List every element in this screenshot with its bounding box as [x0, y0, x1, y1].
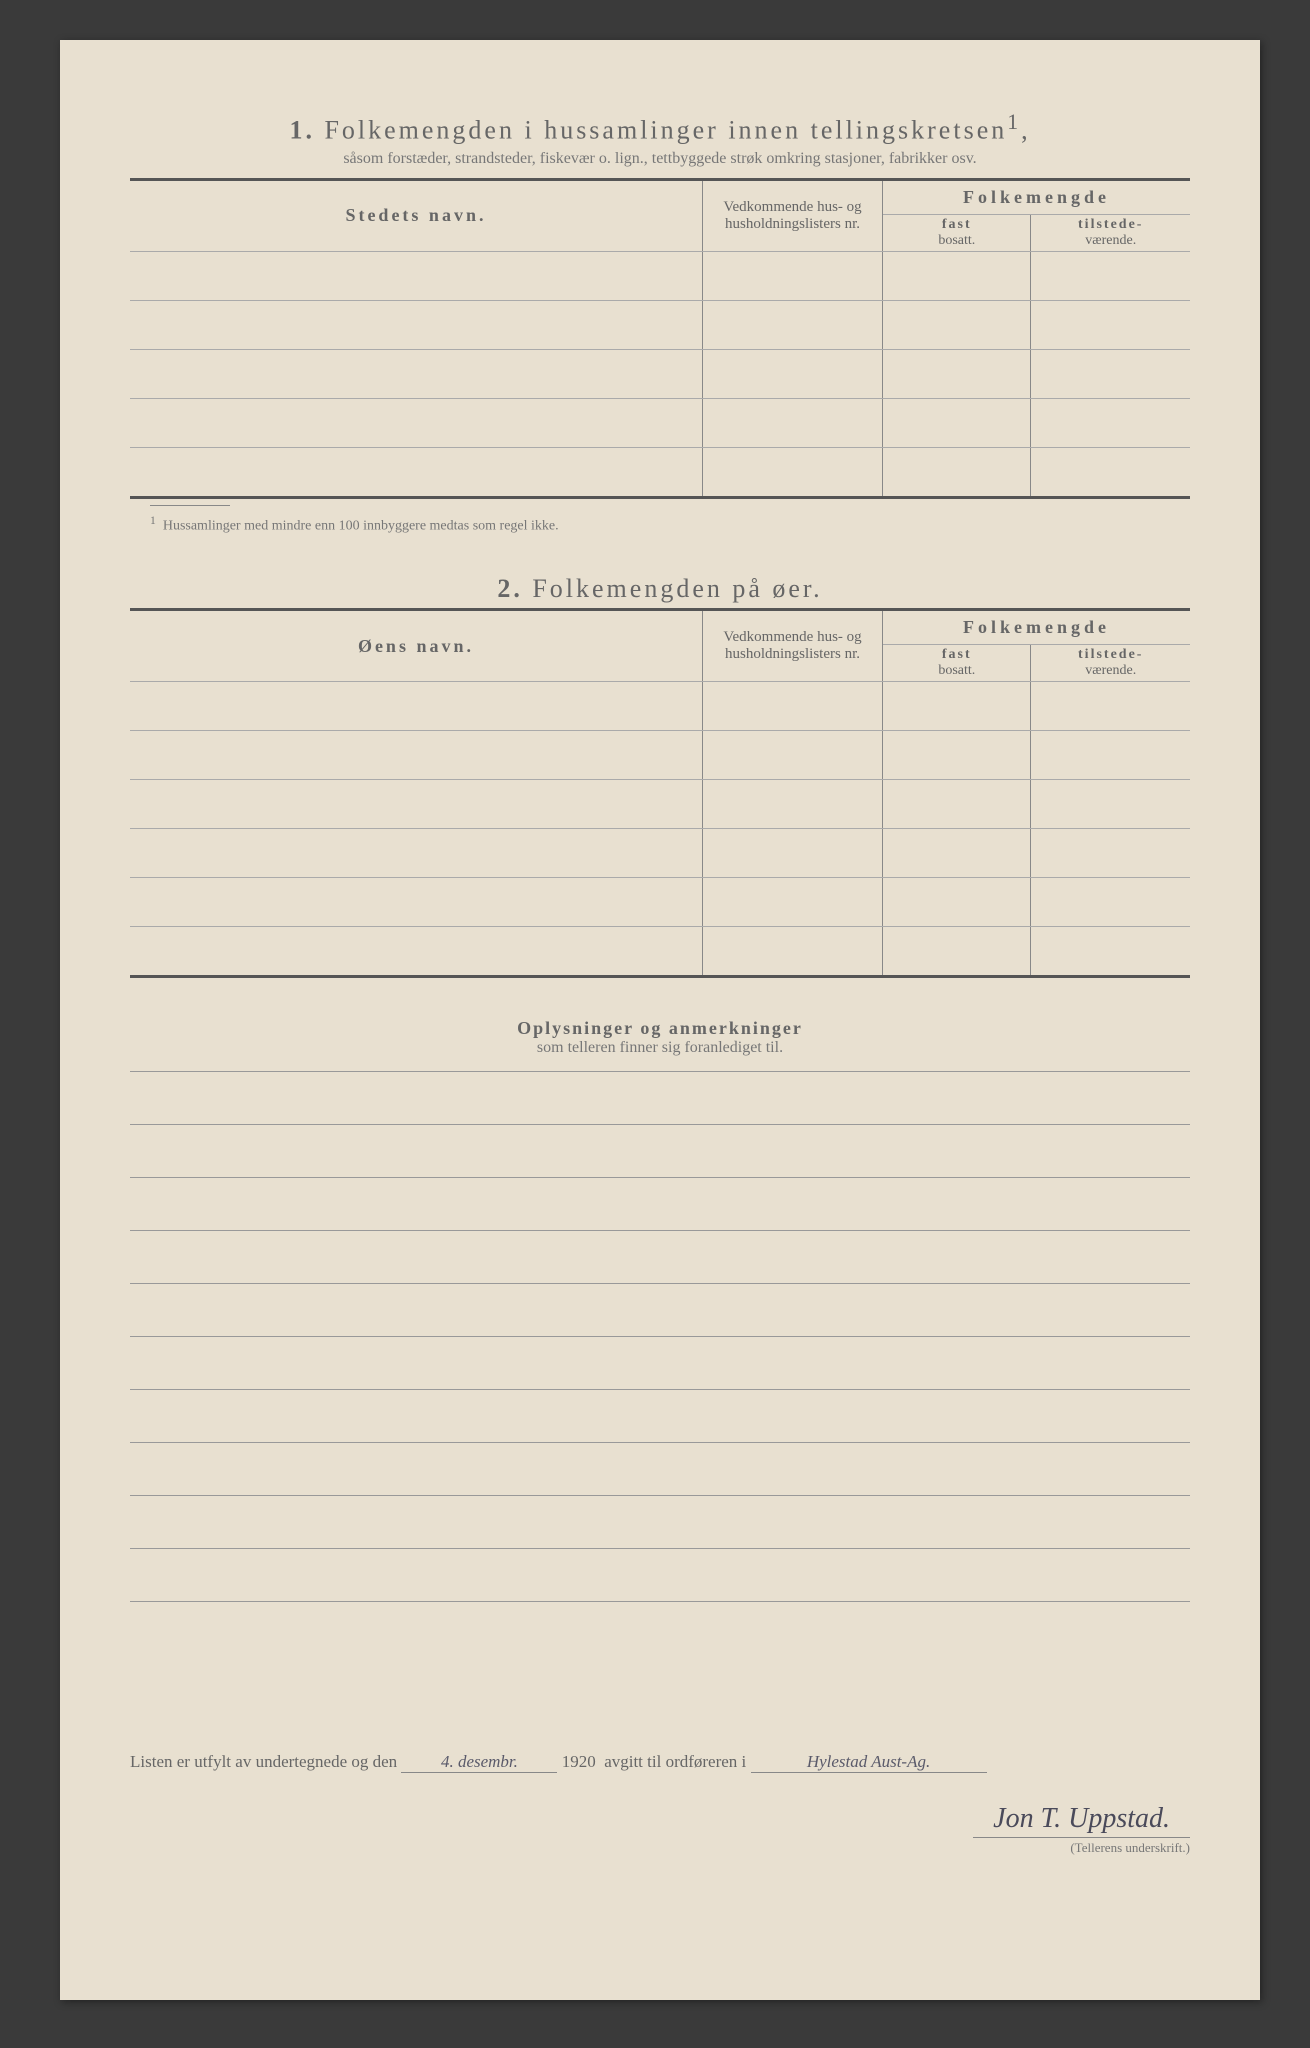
signature-area: Jon T. Uppstad. (Tellerens underskrift.) [130, 1803, 1190, 1856]
section1-sup: 1 [1007, 110, 1021, 134]
section2-col-fast: fastbosatt. [883, 645, 1031, 682]
note-line [130, 1125, 1190, 1178]
notes-lines [130, 1071, 1190, 1602]
note-line [130, 1072, 1190, 1125]
footnote-rule [150, 505, 230, 506]
table-row [130, 251, 1190, 300]
notes-subtitle: som telleren finner sig foranlediget til… [130, 1039, 1190, 1057]
note-line [130, 1284, 1190, 1337]
signature: Jon T. Uppstad. [973, 1803, 1190, 1838]
section1-footnote: 1 Hussamlinger med mindre enn 100 innbyg… [150, 514, 1190, 535]
section2-number: 2. [497, 574, 523, 603]
section1-col-group: Folkemengde [883, 179, 1190, 214]
section1-col-til: tilstede-værende. [1031, 214, 1190, 251]
document-page: 1. Folkemengden i hussamlinger innen tel… [60, 40, 1260, 2000]
section1-title: 1. Folkemengden i hussamlinger innen tel… [130, 110, 1190, 146]
section1-subtitle: såsom forstæder, strandsteder, fiskevær … [130, 150, 1190, 168]
section2-col-til: tilstede-værende. [1031, 645, 1190, 682]
note-line [130, 1231, 1190, 1284]
section2-body [130, 682, 1190, 977]
section1-col-fast: fastbosatt. [883, 214, 1031, 251]
table-row [130, 927, 1190, 977]
note-line [130, 1443, 1190, 1496]
section1-table: Stedets navn. Vedkommende hus- og hushol… [130, 178, 1190, 499]
section2-title-text: Folkemengden på øer. [532, 574, 822, 603]
table-row [130, 447, 1190, 497]
table-row [130, 878, 1190, 927]
section2-title: 2. Folkemengden på øer. [130, 574, 1190, 604]
section1-col-name: Stedets navn. [130, 179, 702, 251]
note-line [130, 1549, 1190, 1602]
date-field: 4. desembr. [401, 1752, 557, 1773]
table-row [130, 300, 1190, 349]
section2-col-nr: Vedkommende hus- og husholdningslisters … [702, 610, 882, 682]
section1-number: 1. [289, 116, 315, 145]
section2-col-group: Folkemengde [883, 610, 1190, 645]
note-line [130, 1390, 1190, 1443]
table-row [130, 349, 1190, 398]
section1-title-text: Folkemengden i hussamlinger innen tellin… [324, 116, 1007, 145]
place-field: Hylestad Aust-Ag. [751, 1752, 987, 1773]
table-row [130, 731, 1190, 780]
table-row [130, 682, 1190, 731]
note-line [130, 1178, 1190, 1231]
section2-col-name: Øens navn. [130, 610, 702, 682]
notes-title: Oplysninger og anmerkninger [130, 1018, 1190, 1039]
bottom-line: Listen er utfylt av undertegnede og den … [130, 1752, 1190, 1773]
table-row [130, 780, 1190, 829]
section2-table: Øens navn. Vedkommende hus- og husholdni… [130, 608, 1190, 978]
table-row [130, 829, 1190, 878]
note-line [130, 1496, 1190, 1549]
section1-col-nr: Vedkommende hus- og husholdningslisters … [702, 179, 882, 251]
signature-label: (Tellerens underskrift.) [130, 1840, 1190, 1856]
section1-body [130, 251, 1190, 497]
table-row [130, 398, 1190, 447]
note-line [130, 1337, 1190, 1390]
